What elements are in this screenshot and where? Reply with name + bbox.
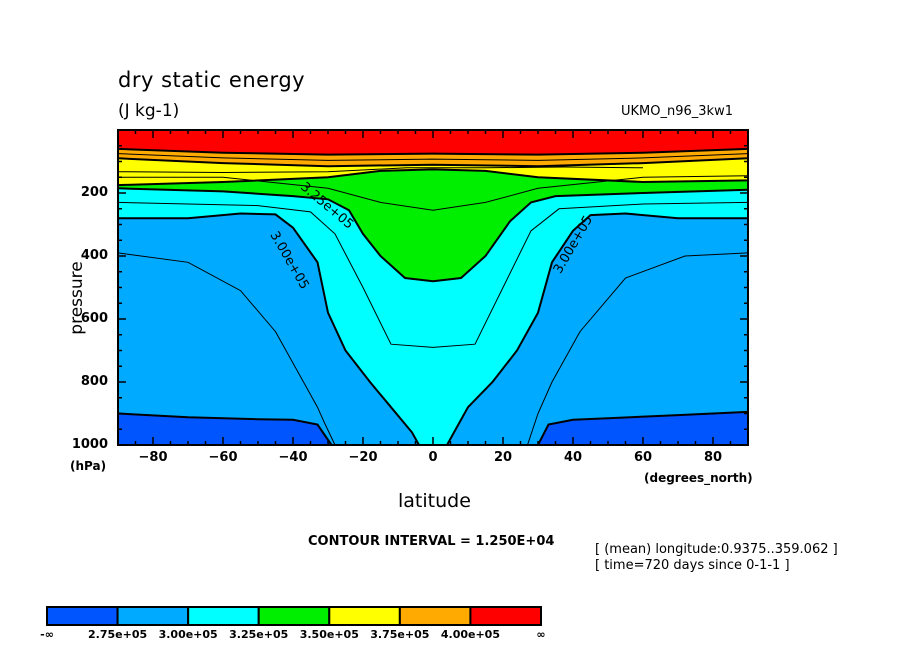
colorbar-swatch: [469, 606, 542, 626]
colorbar-label: 4.00e+05: [440, 628, 500, 641]
contour-3.625e+05: [117, 166, 644, 174]
x-tick-label: −40: [278, 450, 308, 465]
contour-3.00e+05-left: [118, 212, 420, 446]
region-below-2.75e+05-right: [538, 411, 748, 445]
x-tick-label: 60: [633, 450, 653, 465]
colorbar-swatch: [328, 606, 401, 626]
x-tick-label: −20: [348, 450, 378, 465]
x-axis-unit: (degrees_north): [644, 471, 753, 485]
colorbar-label: -∞: [40, 628, 54, 641]
contour-3.50e+05: [117, 168, 749, 187]
x-tick-label: 40: [563, 450, 583, 465]
chart-units: (J kg-1): [118, 101, 180, 121]
longitude-note: [ (mean) longitude:0.9375..359.062 ]: [595, 542, 838, 557]
contour-2.75e+05-right: [537, 410, 749, 446]
region-2.75e+05-3.00e+05-left: [118, 213, 419, 445]
contour-4.00e+05: [117, 147, 749, 156]
contour-2.75e+05-left: [117, 412, 333, 446]
colorbar-label: ∞: [536, 628, 546, 641]
x-tick-label: −80: [138, 450, 168, 465]
x-tick-label: 0: [428, 450, 438, 465]
chart-title: dry static energy: [118, 68, 306, 92]
y-tick-label: 400: [80, 248, 108, 263]
colorbar-swatch: [46, 606, 119, 626]
contour-3.375e+05: [118, 175, 749, 211]
contour-2.875e+05-right: [527, 252, 749, 446]
colorbar-swatch: [187, 606, 260, 626]
y-axis-unit: (hPa): [70, 459, 107, 473]
x-tick-label: −60: [208, 450, 238, 465]
x-axis-label: latitude: [398, 490, 471, 512]
colorbar-label: 3.25e+05: [229, 628, 289, 641]
contour-interval-text: CONTOUR INTERVAL = 1.250E+04: [308, 534, 555, 549]
contour-3.00e+05-right: [446, 212, 748, 446]
contour-3.25e+05: [117, 187, 749, 283]
colorbar-swatch: [257, 606, 331, 626]
colorbar-label: 3.75e+05: [370, 628, 430, 641]
dataset-label: UKMO_n96_3kw1: [621, 104, 733, 119]
y-tick-label: 1000: [71, 437, 108, 452]
contour-2.875e+05-left: [117, 252, 336, 446]
region-2.75e+05-3.00e+05-right: [447, 213, 748, 445]
x-tick-label: 20: [493, 450, 513, 465]
colorbar-label: 3.00e+05: [158, 628, 218, 641]
colorbar-label: 3.50e+05: [299, 628, 359, 641]
y-tick-label: 200: [80, 185, 108, 200]
contour-3.125e+05: [117, 201, 749, 348]
contour-3.875e+05: [117, 153, 749, 161]
colorbar-label: 2.75e+05: [88, 628, 148, 641]
y-tick-label: 600: [80, 311, 108, 326]
y-tick-label: 800: [80, 374, 108, 389]
time-note: [ time=720 days since 0-1-1 ]: [595, 558, 790, 573]
contour-3.75e+05: [117, 157, 749, 168]
x-tick-label: 80: [703, 450, 723, 465]
region-below-2.75e+05-left: [118, 413, 332, 445]
colorbar-swatch: [116, 606, 190, 626]
colorbar-swatch: [398, 606, 472, 626]
